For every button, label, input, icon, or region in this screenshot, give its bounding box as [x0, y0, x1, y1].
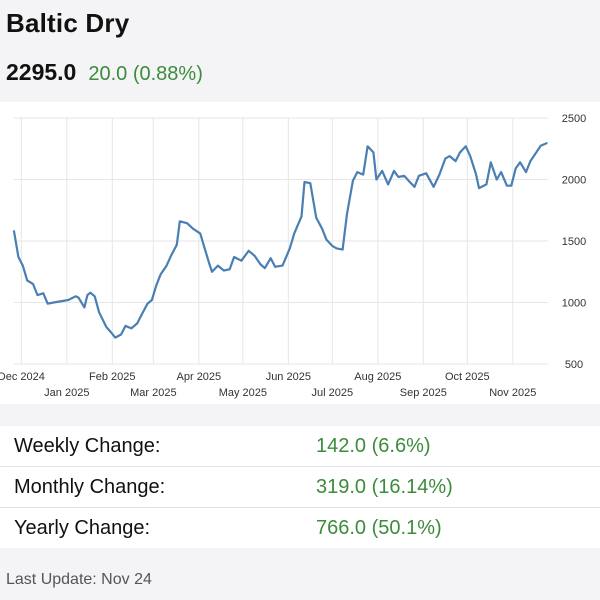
- stat-row-weekly: Weekly Change: 142.0 (6.6%): [0, 426, 600, 467]
- x-tick-label: Jun 2025: [266, 371, 311, 383]
- x-tick-label: Apr 2025: [177, 371, 222, 383]
- stat-row-monthly: Monthly Change: 319.0 (16.14%): [0, 467, 600, 508]
- chart-grid: [14, 117, 548, 365]
- stat-value: 766.0 (50.1%): [316, 516, 442, 539]
- x-tick-label: Sep 2025: [400, 387, 447, 399]
- stat-row-yearly: Yearly Change: 766.0 (50.1%): [0, 508, 600, 548]
- x-tick-label: Dec 2024: [0, 371, 45, 383]
- chart-svg[interactable]: 500 1000 1500 2000 2500 Dec 2024 Feb 2025 Apr …: [0, 102, 600, 404]
- y-tick-label: 1500: [562, 236, 586, 248]
- last-update: Last Update: Nov 24: [6, 571, 152, 588]
- change-table: Weekly Change: 142.0 (6.6%) Monthly Chan…: [0, 426, 600, 548]
- stat-value: 319.0 (16.14%): [316, 475, 453, 498]
- x-axis-labels: Dec 2024 Feb 2025 Apr 2025 Jun 2025 Aug 2025…: [0, 371, 536, 399]
- x-tick-label: May 2025: [219, 387, 267, 399]
- x-tick-label: Feb 2025: [89, 371, 135, 383]
- page-title: Baltic Dry: [6, 8, 130, 38]
- price-row: 2295.0 20.0 (0.88%): [6, 59, 592, 86]
- y-axis-labels: 500 1000 1500 2000 2500: [562, 113, 586, 371]
- x-tick-label: Nov 2025: [489, 387, 536, 399]
- stat-label: Weekly Change:: [14, 434, 161, 457]
- current-price: 2295.0: [6, 59, 77, 85]
- x-tick-label: Aug 2025: [354, 371, 401, 383]
- x-tick-label: Oct 2025: [445, 371, 490, 383]
- x-tick-label: Mar 2025: [130, 387, 176, 399]
- y-tick-label: 1000: [562, 298, 586, 310]
- y-tick-label: 2000: [562, 175, 586, 187]
- y-tick-label: 500: [565, 359, 583, 371]
- stat-label: Yearly Change:: [14, 516, 151, 539]
- price-change: 20.0 (0.88%): [88, 63, 203, 85]
- quote-header: Baltic Dry 2295.0 20.0 (0.88%): [0, 0, 600, 94]
- x-tick-label: Jul 2025: [312, 387, 354, 399]
- stat-label: Monthly Change:: [14, 475, 166, 498]
- y-tick-label: 2500: [562, 113, 586, 125]
- price-chart[interactable]: 500 1000 1500 2000 2500 Dec 2024 Feb 2025 Apr …: [0, 102, 600, 404]
- series-line[interactable]: [12, 142, 548, 339]
- x-tick-label: Jan 2025: [44, 387, 89, 399]
- chart-series[interactable]: [12, 142, 548, 339]
- stat-value: 142.0 (6.6%): [316, 434, 431, 457]
